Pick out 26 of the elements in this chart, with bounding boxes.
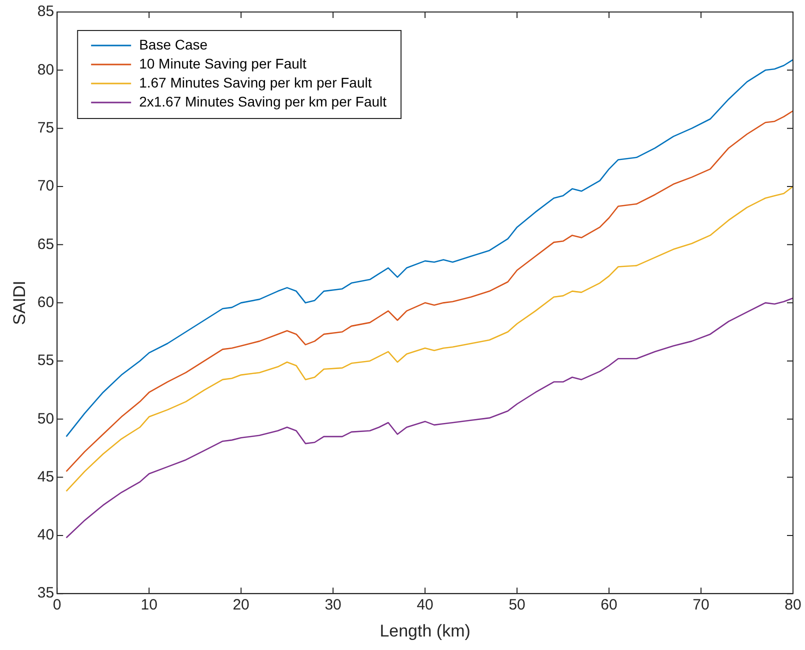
- x-tick-label: 80: [784, 596, 802, 614]
- y-tick-label: 55: [37, 352, 54, 370]
- legend-label: 2x1.67 Minutes Saving per km per Fault: [139, 93, 387, 110]
- y-tick-label: 60: [37, 294, 54, 311]
- x-axis-title: Length (km): [380, 621, 470, 640]
- y-tick-label: 40: [37, 526, 54, 544]
- x-tick-label: 60: [600, 596, 618, 614]
- legend-label: 1.67 Minutes Saving per km per Fault: [139, 74, 372, 90]
- y-tick-label: 65: [37, 236, 54, 253]
- x-tick-label: 0: [52, 596, 62, 614]
- x-tick-label: 30: [324, 596, 342, 614]
- x-tick-label: 70: [692, 596, 710, 614]
- y-tick-label: 70: [37, 178, 54, 195]
- legend-label: 10 Minute Saving per Fault: [139, 55, 307, 72]
- y-tick-label: 85: [37, 3, 54, 20]
- y-tick-label: 35: [37, 584, 54, 602]
- y-tick-label: 80: [37, 61, 54, 78]
- y-tick-label: 45: [37, 468, 54, 486]
- x-tick-label: 50: [508, 596, 526, 614]
- x-tick-label: 40: [416, 596, 434, 614]
- y-tick-label: 75: [37, 119, 54, 136]
- x-tick-label: 10: [140, 596, 158, 614]
- legend-label: Base Case: [139, 36, 208, 52]
- y-axis-title: SAIDI: [10, 280, 29, 326]
- y-tick-label: 50: [37, 410, 54, 428]
- x-tick-label: 20: [232, 596, 250, 614]
